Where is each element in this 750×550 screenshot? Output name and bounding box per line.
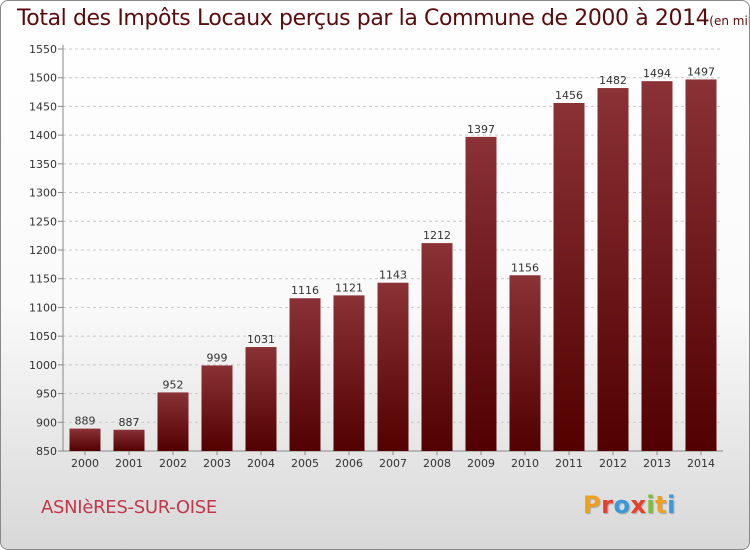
bar: [685, 79, 717, 452]
x-tick-label: 2007: [379, 457, 407, 470]
bar: [289, 298, 321, 451]
x-tick-label: 2012: [599, 457, 627, 470]
x-tick-label: 2011: [555, 457, 583, 470]
bar: [333, 295, 365, 451]
proxiti-logo: Proxiti: [583, 491, 676, 519]
bar: [245, 347, 277, 451]
y-tick-label: 1200: [29, 244, 57, 257]
y-tick-label: 1250: [29, 215, 57, 228]
bar: [597, 88, 629, 452]
bar-value-label: 889: [75, 415, 96, 428]
y-tick-label: 950: [36, 388, 57, 401]
bar-value-label: 1212: [423, 229, 451, 242]
x-tick-label: 2005: [291, 457, 319, 470]
y-tick-label: 1400: [29, 129, 57, 142]
y-tick-label: 1450: [29, 100, 57, 113]
bar-value-label: 1397: [467, 123, 495, 136]
x-tick-label: 2008: [423, 457, 451, 470]
y-tick-label: 1500: [29, 72, 57, 85]
logo-letter: P: [583, 491, 602, 519]
x-tick-label: 2001: [115, 457, 143, 470]
x-tick-label: 2006: [335, 457, 363, 470]
bar: [377, 282, 409, 451]
logo-letter: o: [613, 491, 631, 519]
bar-value-label: 1143: [379, 269, 407, 282]
bar-value-label: 1156: [511, 261, 539, 274]
y-tick-label: 1050: [29, 330, 57, 343]
bar: [157, 392, 189, 451]
bar: [113, 429, 145, 451]
logo-letter: x: [630, 491, 647, 519]
bar-value-label: 1497: [687, 65, 715, 78]
x-tick-label: 2014: [687, 457, 715, 470]
y-tick-label: 1550: [29, 43, 57, 56]
y-tick-label: 1150: [29, 273, 57, 286]
y-tick-label: 900: [36, 416, 57, 429]
chart-title-text: Total des Impôts Locaux perçus par la Co…: [17, 6, 710, 31]
bar: [509, 275, 541, 451]
bar-value-label: 1121: [335, 281, 363, 294]
bar-value-label: 1494: [643, 67, 671, 80]
bar-value-label: 1482: [599, 74, 627, 87]
y-tick-label: 1350: [29, 158, 57, 171]
commune-name: ASNIèRES-SUR-OISE: [41, 497, 217, 518]
logo-letter: r: [601, 491, 614, 519]
bar: [465, 136, 497, 451]
bar: [553, 102, 585, 452]
x-tick-label: 2002: [159, 457, 187, 470]
y-tick-label: 1300: [29, 187, 57, 200]
bar-value-label: 952: [163, 378, 184, 391]
bar-value-label: 1456: [555, 89, 583, 102]
bar: [421, 243, 453, 451]
bar: [69, 428, 101, 451]
bar: [641, 81, 673, 451]
x-tick-label: 2004: [247, 457, 275, 470]
x-tick-label: 2013: [643, 457, 671, 470]
y-tick-label: 850: [36, 445, 57, 458]
bar: [201, 365, 233, 451]
bar-value-label: 887: [119, 416, 140, 429]
logo-letter: t: [655, 491, 668, 519]
x-tick-label: 2009: [467, 457, 495, 470]
bar-value-label: 999: [207, 351, 228, 364]
logo-letter: i: [646, 491, 656, 519]
bar-value-label: 1031: [247, 333, 275, 346]
y-tick-label: 1100: [29, 301, 57, 314]
chart-title: Total des Impôts Locaux perçus par la Co…: [17, 6, 749, 31]
logo-letter: i: [667, 491, 676, 519]
bar-value-label: 1116: [291, 284, 319, 297]
y-tick-label: 1000: [29, 359, 57, 372]
chart-title-unit: (en milliers d'€): [709, 14, 749, 28]
x-tick-label: 2000: [71, 457, 99, 470]
x-tick-label: 2003: [203, 457, 231, 470]
x-tick-label: 2010: [511, 457, 539, 470]
